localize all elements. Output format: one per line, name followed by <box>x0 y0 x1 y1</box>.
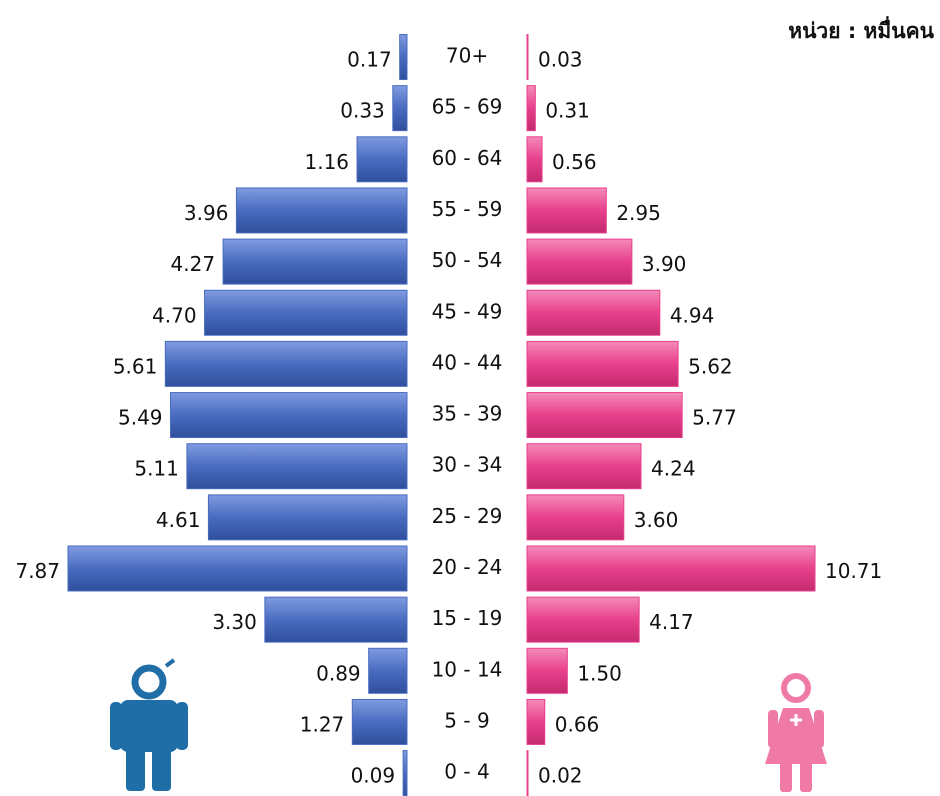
value-label: 1.50 <box>577 661 622 685</box>
male-bar <box>207 494 408 541</box>
female-bar <box>526 494 625 541</box>
female-bar <box>526 596 640 643</box>
age-label: 55 - 59 <box>432 197 503 221</box>
male-bar <box>264 596 408 643</box>
male-bar <box>67 545 408 592</box>
age-label: 45 - 49 <box>432 299 503 323</box>
value-label: 4.27 <box>171 252 216 276</box>
value-label: 10.71 <box>825 559 882 583</box>
female-bar <box>526 187 607 234</box>
value-label: 4.61 <box>156 508 201 532</box>
female-bar <box>526 238 633 285</box>
female-bar <box>526 545 816 592</box>
value-label: 5.62 <box>688 354 733 378</box>
value-label: 5.11 <box>134 457 179 481</box>
value-label: 4.70 <box>152 303 197 327</box>
value-label: 3.96 <box>184 201 229 225</box>
male-bar <box>164 340 408 387</box>
female-bar <box>526 340 679 387</box>
male-bar <box>351 698 408 745</box>
male-icon <box>110 658 188 791</box>
male-bar <box>392 85 408 132</box>
value-label: 3.60 <box>634 508 679 532</box>
value-label: 5.77 <box>692 406 737 430</box>
value-label: 5.61 <box>113 354 158 378</box>
age-label: 20 - 24 <box>432 555 503 579</box>
value-label: 0.03 <box>538 48 583 72</box>
value-label: 0.09 <box>351 764 396 788</box>
male-bar <box>170 392 408 439</box>
female-bar <box>526 392 683 439</box>
male-bar <box>402 750 408 796</box>
value-label: 4.17 <box>649 610 694 634</box>
female-bar <box>526 289 661 336</box>
female-bar <box>526 85 536 132</box>
value-label: 1.16 <box>305 150 350 174</box>
value-label: 2.95 <box>616 201 661 225</box>
male-bar <box>186 443 408 490</box>
female-bar <box>526 698 546 745</box>
age-label: 65 - 69 <box>432 95 503 119</box>
age-label: 15 - 19 <box>432 606 503 630</box>
value-label: 0.31 <box>545 99 590 123</box>
male-bar <box>235 187 408 234</box>
value-label: 5.49 <box>118 406 163 430</box>
female-icon <box>765 673 827 792</box>
age-label: 30 - 34 <box>432 453 503 477</box>
value-label: 0.56 <box>552 150 597 174</box>
female-bar <box>526 34 529 80</box>
female-bar <box>526 750 529 796</box>
female-bar <box>526 443 642 490</box>
male-bar <box>204 289 408 336</box>
age-label: 40 - 44 <box>432 350 503 374</box>
value-label: 3.90 <box>642 252 687 276</box>
value-label: 7.87 <box>15 559 60 583</box>
female-bar <box>526 647 568 694</box>
male-bar <box>368 647 408 694</box>
male-bar <box>222 238 408 285</box>
age-label: 35 - 39 <box>432 402 503 426</box>
value-label: 0.17 <box>347 48 392 72</box>
male-bar <box>356 136 408 183</box>
value-label: 4.94 <box>670 303 715 327</box>
value-label: 1.27 <box>300 712 345 736</box>
age-label: 0 - 4 <box>444 760 489 784</box>
age-label: 5 - 9 <box>444 708 489 732</box>
value-label: 0.33 <box>340 99 385 123</box>
value-label: 3.30 <box>212 610 257 634</box>
value-label: 0.89 <box>316 661 361 685</box>
female-bar <box>526 136 543 183</box>
unit-label: หน่วย : หมื่นคน <box>788 15 934 43</box>
value-label: 0.66 <box>555 712 600 736</box>
age-label: 60 - 64 <box>432 146 503 170</box>
value-label: 0.02 <box>538 764 583 788</box>
age-label: 50 - 54 <box>432 248 503 272</box>
age-label: 70+ <box>446 44 488 68</box>
age-label: 10 - 14 <box>432 657 503 681</box>
male-bar <box>399 34 408 80</box>
age-label: 25 - 29 <box>432 504 503 528</box>
value-label: 4.24 <box>651 457 696 481</box>
